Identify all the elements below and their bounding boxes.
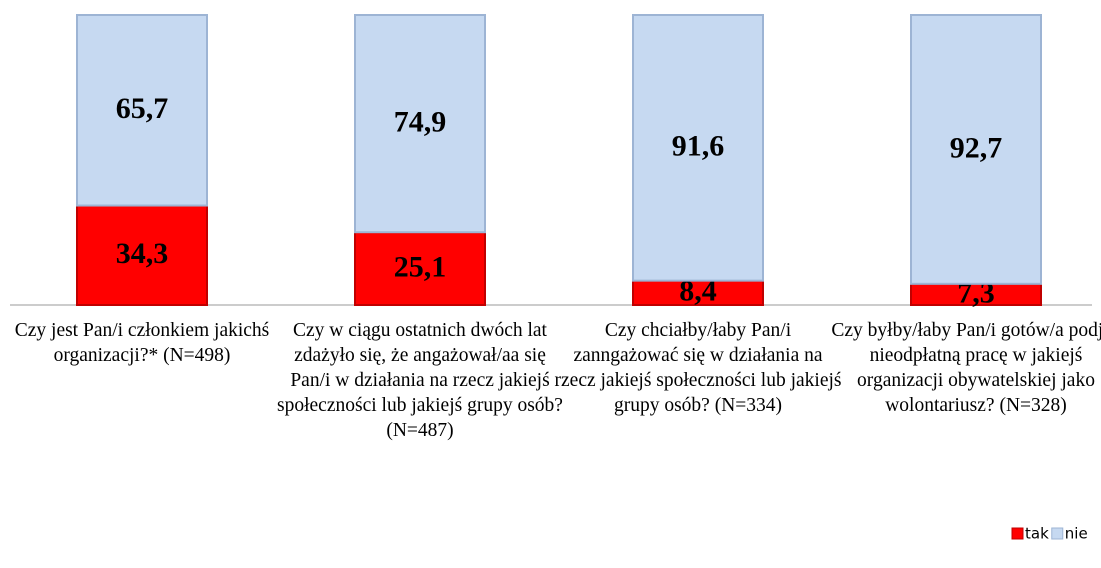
- value-label: 25,1: [394, 250, 447, 283]
- legend-swatch: [1051, 527, 1064, 540]
- bar-segment: [632, 14, 764, 282]
- value-label: 92,7: [950, 131, 1003, 164]
- bar-segment: [76, 14, 208, 207]
- value-label: 34,3: [116, 237, 169, 270]
- category-label: Czy chciałby/łaby Pan/i zanngażować się …: [554, 320, 842, 416]
- value-label: 74,9: [394, 105, 447, 138]
- category-label: Czy byłby/łaby Pan/i gotów/a podjąć nieo…: [831, 320, 1101, 416]
- category-label: Czy w ciągu ostatnich dwóch lat zdażyło …: [277, 320, 563, 441]
- legend-label: tak: [1025, 525, 1049, 543]
- legend-label: nie: [1065, 525, 1088, 543]
- category-label: Czy jest Pan/i członkiem jakichś organiz…: [14, 320, 270, 366]
- value-label: 65,7: [116, 92, 169, 125]
- bar-segment: [910, 14, 1042, 285]
- bar-segment: [76, 204, 208, 306]
- bar-segment: [632, 279, 764, 307]
- bar-segment: [354, 14, 486, 234]
- legend-swatch: [1011, 527, 1024, 540]
- value-label: 91,6: [672, 130, 725, 163]
